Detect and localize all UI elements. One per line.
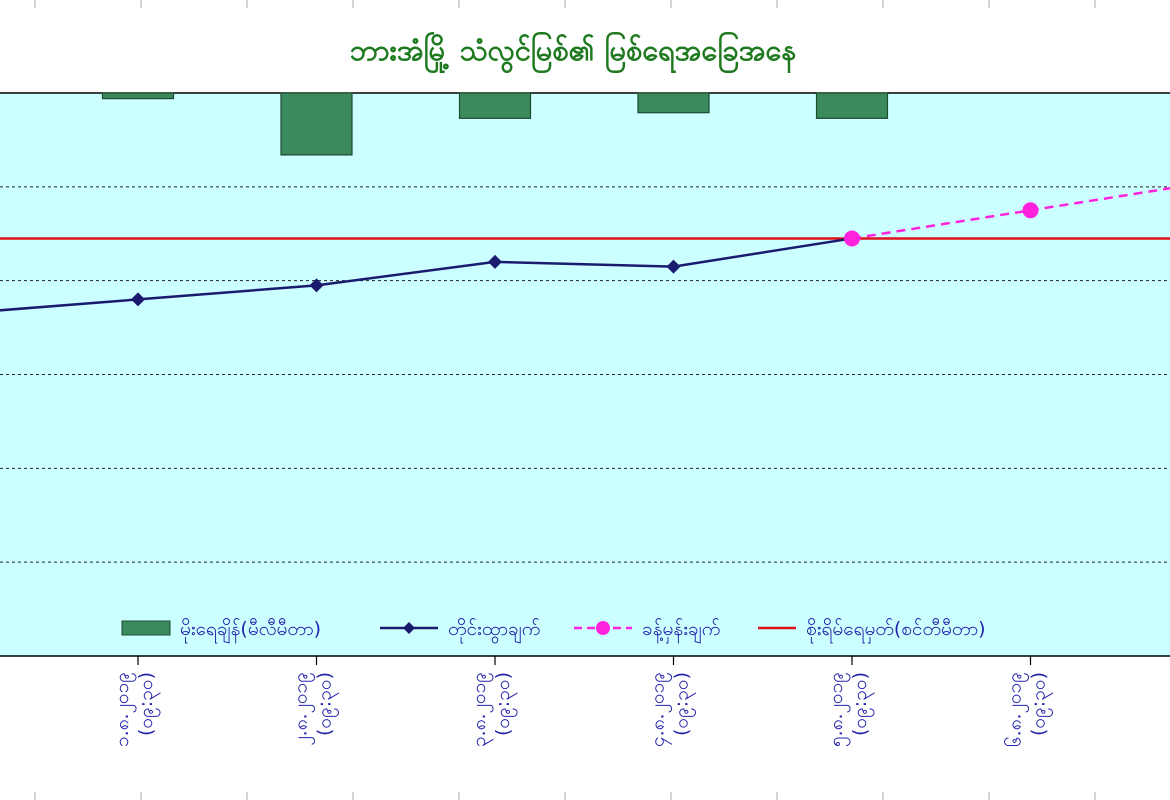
observed-line: [0, 237, 853, 312]
legend-label: ခန့်မှန်းချက်: [642, 617, 720, 644]
legend-marker-forecast: [596, 621, 610, 635]
x-tick-label: (၀၉:၃၀): [314, 672, 340, 736]
rain-bar: [280, 92, 353, 156]
legend-label: မိုးရေချိန်(မီလီမီတာ): [180, 617, 321, 644]
rain-bar: [815, 92, 889, 119]
x-tick-label: ၁.၈.၂၀၁၉: [111, 672, 137, 747]
frame-bottom-ticks: [34, 792, 1096, 800]
legend-swatch-rain: [121, 620, 171, 636]
legend-label: စိုးရိမ်ရေမှတ်(စင်တီမီတာ): [806, 617, 986, 644]
legend-label: တိုင်းထွာချက်: [448, 617, 540, 644]
observed-point: [131, 292, 145, 307]
rain-bar: [458, 92, 532, 119]
rain-bar: [637, 92, 710, 114]
frame-top-ticks: [34, 0, 1096, 8]
x-tick-label: ၂.၈.၂၀၁၉: [290, 672, 316, 746]
x-tick-label: (၀၉:၃၀): [1028, 672, 1054, 736]
x-tick-label: ၅.၈.၂၀၁၉: [825, 672, 851, 747]
x-tick-label: (၀၉:၃၀): [849, 672, 875, 736]
x-tick-label: (၀၉:၃၀): [135, 672, 161, 736]
legend-marker-observed: [403, 622, 415, 634]
observed-point: [488, 254, 502, 269]
x-tick-labels: ၁.၈.၂၀၁၉ (၀၉:၃၀) ၂.၈.၂၀၁၉ (၀၉:၃၀) ၃.၈.၂၀၁၉ (၀…: [111, 672, 1054, 747]
x-ticks: [137, 656, 1032, 665]
series-lines: [0, 187, 1170, 312]
observed-point: [666, 259, 681, 274]
rain-bars: [101, 92, 889, 156]
grid-lines: [0, 186, 1170, 563]
x-tick-label: ၆.၈.၂၀၁၉: [1003, 672, 1030, 747]
x-tick-label: ၄.၈.၂၀၁၉: [647, 672, 673, 747]
forecast-point: [844, 230, 860, 247]
x-tick-label: (၀၉:၃၀): [492, 672, 518, 736]
rain-bar: [101, 92, 175, 100]
forecast-point: [1022, 202, 1039, 219]
x-tick-label: ၃.၈.၂၀၁၉: [468, 672, 494, 747]
legend: မိုးရေချိန်(မီလီမီတာ) တိုင်းထွာချက် ခန့်မှ…: [121, 617, 986, 644]
x-tick-label: (၀၉:၃၀): [671, 672, 697, 736]
observed-point: [309, 278, 324, 293]
